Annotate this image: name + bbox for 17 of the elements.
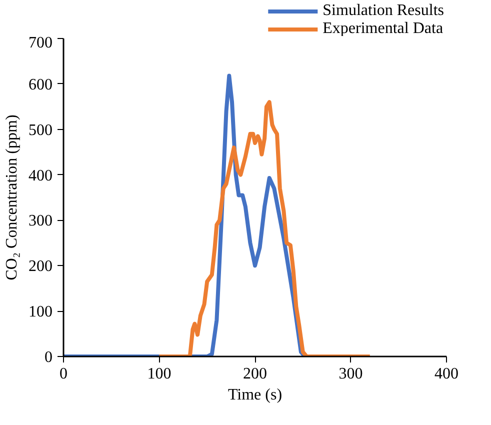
y-tick-label: 0 xyxy=(44,349,52,366)
y-tick-label: 100 xyxy=(28,304,52,321)
legend-label: Simulation Results xyxy=(322,2,444,20)
y-tick-label: 600 xyxy=(28,76,52,94)
y-tick-label: 400 xyxy=(28,167,52,184)
y-axis-title: CO₂ Concentration (ppm) xyxy=(4,114,20,280)
x-tick-label: 0 xyxy=(60,366,68,382)
x-tick-label: 400 xyxy=(434,366,458,382)
x-tick-label: 300 xyxy=(338,366,363,382)
line-series xyxy=(157,100,372,356)
x-tick-label: 200 xyxy=(243,366,267,382)
x-tick-label: 100 xyxy=(147,366,172,382)
y-tick-label: 200 xyxy=(28,258,52,276)
y-tick-label: 700 xyxy=(28,34,52,52)
y-tick-label: 300 xyxy=(28,212,52,230)
y-tick-label: 500 xyxy=(28,122,52,139)
x-axis-title: Time (s) xyxy=(228,386,282,404)
